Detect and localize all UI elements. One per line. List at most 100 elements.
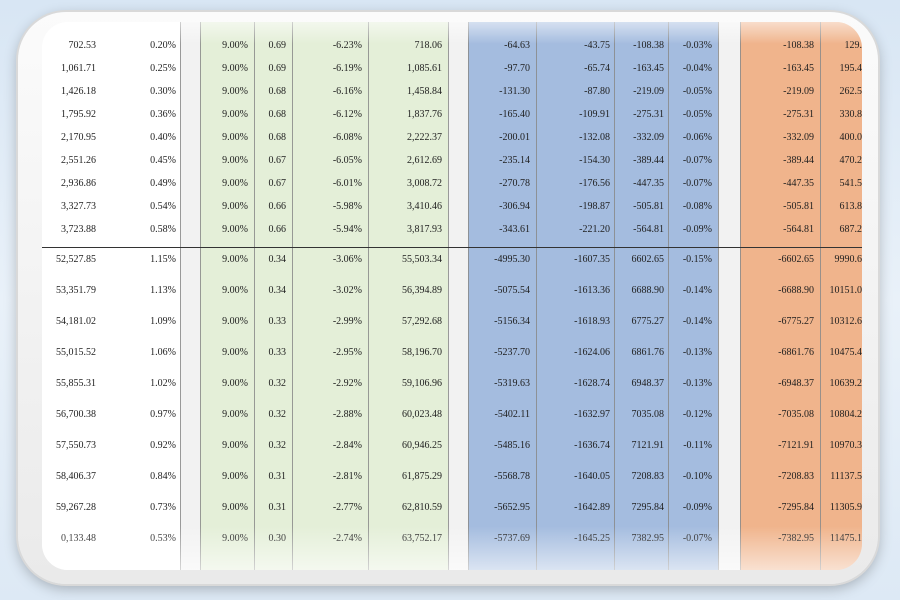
table-cell: 2,222.37 (407, 132, 442, 143)
table-cell: 56,394.89 (402, 285, 442, 296)
table-cell: 10804.2 (829, 409, 863, 420)
table-cell: -0.08% (682, 201, 712, 212)
table-cell: -7295.84 (778, 502, 814, 513)
table-cell: -0.06% (682, 132, 712, 143)
table-cell: -5568.78 (494, 471, 530, 482)
table-cell: -2.88% (332, 409, 362, 420)
table-cell: 3,327.73 (61, 201, 96, 212)
table-cell: -219.09 (633, 86, 664, 97)
table-row: 702.53 0.20% 9.00% 0.69 -6.23% 718.06 -64.63 -4… (42, 34, 863, 58)
table-cell: -1640.05 (574, 471, 610, 482)
table-row: 52,527.85 1.15% 9.00% 0.34 -3.06% 55,503.34 -4… (42, 248, 862, 272)
table-cell: -176.56 (579, 178, 610, 189)
table-cell: -108.38 (783, 40, 814, 51)
table-cell: 0.32 (268, 440, 287, 451)
table-cell: 0.84% (150, 471, 176, 482)
table-cell: -0.03% (682, 40, 712, 51)
table-cell: -3.06% (332, 254, 362, 265)
table-cell: 7382.95 (631, 533, 665, 544)
table-cell: 7121.91 (631, 440, 665, 451)
table-cell: -6.08% (332, 132, 362, 143)
table-cell: 9.00% (222, 63, 248, 74)
table-cell: 9.00% (222, 471, 248, 482)
table-cell: 6688.90 (631, 285, 665, 296)
table-cell: -64.63 (504, 40, 530, 51)
table-cell: -5485.16 (494, 440, 530, 451)
table-row: 3,723.88 0.58% 9.00% 0.66 -5.94% 3,817.93 -343… (42, 218, 862, 242)
table-cell: 262.5 (839, 86, 863, 97)
table-cell: 55,503.34 (402, 254, 442, 265)
table-cell: -0.07% (682, 155, 712, 166)
table-cell: 6602.65 (631, 254, 665, 265)
table-cell: 11475.1 (829, 533, 862, 544)
table-cell: 0.30 (268, 533, 287, 544)
table-cell: 0.33 (268, 347, 287, 358)
table-cell: 56,700.38 (56, 409, 96, 420)
table-cell: -1613.36 (574, 285, 610, 296)
table-cell: -200.01 (499, 132, 530, 143)
table-cell: 0.49% (150, 178, 176, 189)
table-cell: 1.06% (150, 347, 176, 358)
table-row: 2,551.26 0.45% 9.00% 0.67 -6.05% 2,612.69 -235… (42, 149, 862, 173)
table-cell: 0.25% (150, 63, 176, 74)
table-cell: 0.45% (150, 155, 176, 166)
table-cell: 7035.08 (631, 409, 665, 420)
table-cell: 330.8 (839, 109, 863, 120)
table-cell: 9.00% (222, 440, 248, 451)
table-cell: 55,015.52 (56, 347, 96, 358)
table-cell: -275.31 (783, 109, 814, 120)
table-cell: 9.00% (222, 155, 248, 166)
table-row: 2,170.95 0.40% 9.00% 0.68 -6.08% 2,222.37 -200… (42, 126, 862, 150)
table-cell: -5652.95 (494, 502, 530, 513)
table-cell: -87.80 (584, 86, 610, 97)
table-cell: -6775.27 (778, 316, 814, 327)
table-cell: -4995.30 (494, 254, 530, 265)
table-cell: 9.00% (222, 347, 248, 358)
table-cell: 61,875.29 (402, 471, 442, 482)
table-cell: 0.67 (268, 155, 287, 166)
table-cell: 9.00% (222, 201, 248, 212)
table-cell: 10639.2 (829, 378, 863, 389)
table-row: 59,267.28 0.73% 9.00% 0.31 -2.77% 62,810.59 -5… (42, 496, 862, 520)
table-cell: 7208.83 (631, 471, 665, 482)
table-cell: -0.10% (682, 471, 712, 482)
table-cell: 0.68 (268, 86, 287, 97)
table-cell: -447.35 (783, 178, 814, 189)
table-cell: -5156.34 (494, 316, 530, 327)
table-cell: 10970.3 (829, 440, 863, 451)
table-cell: -109.91 (579, 109, 610, 120)
table-cell: -6688.90 (778, 285, 814, 296)
table-cell: 6775.27 (631, 316, 665, 327)
table-cell: 3,008.72 (407, 178, 442, 189)
table-cell: -389.44 (783, 155, 814, 166)
table-cell: -5402.11 (494, 409, 530, 420)
table-cell: 57,292.68 (402, 316, 442, 327)
table-cell: -332.09 (783, 132, 814, 143)
table-cell: 9.00% (222, 86, 248, 97)
table-cell: 59,106.96 (402, 378, 442, 389)
table-cell: -65.74 (584, 63, 610, 74)
table-cell: -163.45 (633, 63, 664, 74)
table-cell: -0.09% (682, 224, 712, 235)
table-cell: 1.13% (150, 285, 176, 296)
table-cell: -5737.69 (494, 533, 530, 544)
table-cell: 10151.0 (829, 285, 863, 296)
table-cell: 0.32 (268, 378, 287, 389)
table-cell: 1.02% (150, 378, 176, 389)
table-cell: -7382.95 (778, 533, 814, 544)
table-cell: 9.00% (222, 178, 248, 189)
table-cell: -43.75 (584, 40, 610, 51)
table-row: 56,700.38 0.97% 9.00% 0.32 -2.88% 60,023.48 -5… (42, 403, 862, 427)
table-cell: -2.81% (332, 471, 362, 482)
table-cell: 0.67 (268, 178, 287, 189)
table-cell: 613.8 (839, 201, 863, 212)
table-cell: 0.40% (150, 132, 176, 143)
spreadsheet-photo: 702.53 0.20% 9.00% 0.69 -6.23% 718.06 -64.63 -4… (42, 22, 862, 570)
table-cell: 9.00% (222, 254, 248, 265)
table-cell: -275.31 (633, 109, 664, 120)
table-cell: 63,752.17 (402, 533, 442, 544)
table-cell: 53,351.79 (56, 285, 96, 296)
table-cell: 9990.6 (834, 254, 863, 265)
table-cell: -6861.76 (778, 347, 814, 358)
table-cell: -332.09 (633, 132, 664, 143)
